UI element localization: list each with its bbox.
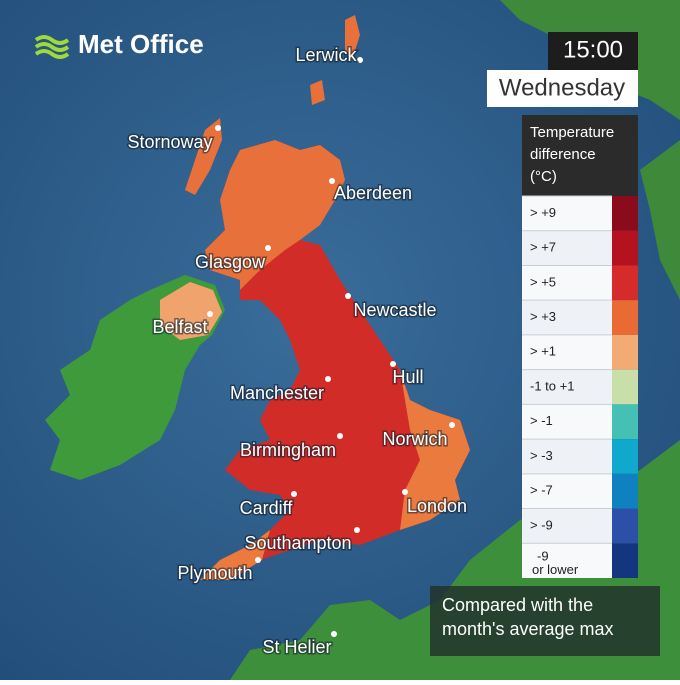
- note-box: [430, 586, 660, 656]
- legend-swatch: [612, 196, 638, 231]
- legend-label: > +3: [530, 309, 556, 324]
- time: 15:00: [563, 36, 623, 63]
- city-dot: [345, 293, 351, 299]
- legend-row: [522, 265, 612, 301]
- city-label: Newcastle: [353, 300, 436, 320]
- note: month's average max: [442, 619, 614, 639]
- city-label: Cardiff: [240, 498, 294, 518]
- city-dot: [449, 422, 455, 428]
- city-label: Stornoway: [127, 132, 212, 152]
- day-box: [487, 70, 638, 107]
- city-dot: [215, 125, 221, 131]
- city-label: Southampton: [244, 533, 351, 553]
- city-label: Manchester: [230, 383, 324, 403]
- legend-row: [522, 439, 612, 474]
- legend-label: > -3: [530, 448, 553, 463]
- city-label: Belfast: [152, 317, 207, 337]
- city-dot: [325, 376, 331, 382]
- city-dot: [255, 557, 261, 563]
- legend-swatch: [612, 543, 638, 578]
- land-cornwall: [200, 530, 270, 580]
- legend-label: > -7: [530, 483, 553, 498]
- legend-swatch: [612, 508, 638, 544]
- legend-row: [522, 300, 612, 335]
- legend-row: [522, 230, 612, 266]
- city-dot: [207, 311, 213, 317]
- legend-row: [522, 543, 612, 578]
- legend-row: [522, 334, 612, 370]
- legend-swatch: [612, 230, 638, 266]
- city-dot: [337, 433, 343, 439]
- legend-swatch: [612, 404, 638, 440]
- legend-swatch: [612, 300, 638, 335]
- legend-row: [522, 508, 612, 544]
- legend-swatch: [612, 473, 638, 509]
- legend-swatch: [612, 265, 638, 301]
- city-label: Hull: [392, 367, 423, 387]
- city-dot: [390, 361, 396, 367]
- legend-sublabel: or lower: [532, 562, 579, 577]
- legend-title-box: [522, 115, 638, 196]
- city-dot: [331, 631, 337, 637]
- logo: Met Office: [34, 29, 204, 59]
- time-box: [548, 32, 638, 70]
- city-label: Birmingham: [240, 440, 336, 460]
- cities: Lerwick Stornoway Aberdeen Glasgow Belfa…: [126, 43, 469, 658]
- legend-label: -1 to +1: [530, 378, 574, 393]
- legend-title: Temperature: [530, 124, 614, 141]
- legend-label: > +5: [530, 274, 556, 289]
- city-label: Plymouth: [177, 563, 252, 583]
- legend-label: > -1: [530, 413, 553, 428]
- legend-title: difference: [530, 146, 596, 163]
- land-orkney: [310, 80, 325, 105]
- city-dot: [402, 489, 408, 495]
- city-label: Lerwick: [295, 45, 357, 65]
- city-dot: [265, 245, 271, 251]
- city-label: Norwich: [382, 429, 447, 449]
- city-dot: [291, 491, 297, 497]
- legend-swatch: [612, 369, 638, 405]
- legend-label: > +7: [530, 240, 556, 255]
- legend-row: [522, 473, 612, 509]
- legend-swatch: [612, 334, 638, 370]
- city-label: London: [407, 496, 467, 516]
- city-label: Aberdeen: [334, 183, 412, 203]
- legend-label: > +9: [530, 205, 556, 220]
- legend-label: > -9: [530, 517, 553, 532]
- legend-label: -9: [537, 549, 549, 564]
- logo-waves: [34, 35, 70, 59]
- land-denmark: [640, 140, 680, 300]
- land-scotland: [205, 140, 345, 290]
- land-east-anglia: [400, 370, 470, 530]
- city-dot: [357, 57, 363, 63]
- land-northern-ireland: [160, 282, 222, 340]
- city-label: St Helier: [262, 637, 331, 657]
- legend-row: [522, 404, 612, 440]
- land-shetland: [345, 15, 360, 60]
- legend-label: > +1: [530, 344, 556, 359]
- note: Compared with the: [442, 595, 593, 615]
- legend-row: [522, 196, 612, 231]
- brand: Met Office: [78, 29, 204, 59]
- legend-swatch: [612, 439, 638, 474]
- legend-row: [522, 369, 612, 405]
- legend-title: (°C): [530, 168, 557, 185]
- city-dot: [354, 527, 360, 533]
- city-dot: [329, 178, 335, 184]
- day: Wednesday: [499, 74, 625, 101]
- city-label: Glasgow: [195, 252, 266, 272]
- legend: Temperature difference (°C) > +9 > +7 > +5…: [522, 115, 638, 578]
- land-hebrides: [185, 118, 222, 195]
